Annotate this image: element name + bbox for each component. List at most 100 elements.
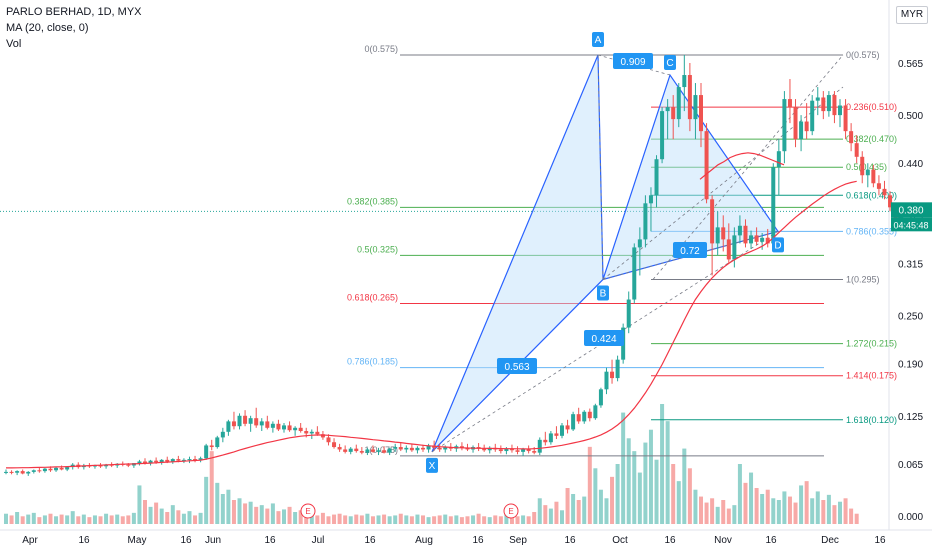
volume-bar [131,512,136,524]
fib-level-label: 0.786(0.185) [347,357,398,367]
candle-body [554,433,559,436]
candle-body [165,459,170,462]
candle-body [487,447,492,451]
candle-body [882,188,887,196]
fib-level-label: 0(0.575) [364,44,398,54]
volume-bar [326,516,331,524]
volume-bar [771,498,776,524]
volume-bar [92,515,97,524]
candle-body [876,183,881,189]
candle-body [198,458,203,460]
svg-text:0.909: 0.909 [620,57,645,68]
x-tick-label: 16 [180,535,192,546]
x-tick-label: Nov [714,535,732,546]
candle-body [888,195,893,208]
volume-bar [337,513,342,524]
ma20-line [6,180,857,469]
volume-bar [582,496,587,524]
volume-bar [476,513,481,524]
candle-body [254,418,259,426]
harmonic-point-C: C [664,55,676,71]
candle-body [209,445,214,448]
candle-body [637,239,642,248]
harmonic-point-B: B [597,285,609,301]
fib-extension-label: 1(0.295) [846,274,880,284]
ma-indicator-label[interactable]: MA (20, close, 0) [6,22,89,34]
volume-bar [815,491,820,524]
fib-extension-label: 1.618(0.120) [846,415,897,425]
candle-body [215,437,220,448]
x-tick-label: Dec [821,535,839,546]
earnings-event-marker [503,503,519,519]
volume-bar [31,512,36,524]
currency-button[interactable]: MYR [896,6,928,24]
candle-body [376,450,381,452]
current-price-badge: 0.380 [891,202,932,218]
fib-extension-label: 0.5(0.435) [846,162,887,172]
candle-body [860,156,865,176]
x-tick-label: 16 [664,535,676,546]
volume-bar [37,517,42,524]
candle-body [26,471,31,474]
volume-bar [209,451,214,524]
earnings-event-marker [300,503,316,519]
volume-bar [231,500,236,524]
candle-body [571,414,576,430]
volume-bar [810,498,815,524]
volume-bar [98,516,103,524]
candle-body [298,427,303,432]
candle-body [693,95,698,120]
volume-bar [9,515,14,524]
candle-body [276,423,281,430]
volume-bar [309,512,314,524]
volume-bar [15,512,20,524]
volume-bar [59,514,64,524]
volume-bar [76,516,81,524]
candle-body [810,100,815,132]
candle-body [421,447,425,450]
candle-body [560,425,564,436]
candle-body [187,459,192,461]
candle-body [354,448,359,452]
x-tick-label: Aug [415,535,433,546]
candle-body [515,450,520,452]
candle-body [204,445,209,459]
candle-body [682,75,687,88]
volume-bar [754,488,759,524]
candle-body [15,471,20,473]
volume-bar [799,485,804,524]
candle-body [704,131,709,200]
volume-bar [387,516,392,524]
y-tick-label: 0.250 [898,312,923,323]
candle-body [193,459,198,461]
candle-body [743,225,748,244]
volume-bar [65,515,70,524]
earnings-event-label: E [508,507,513,516]
fib-level-label: 1(0.075) [364,445,398,455]
candle-body [676,87,681,120]
volume-bar [448,516,453,524]
volume-bar [665,421,670,524]
x-tick-label: 16 [874,535,886,546]
volume-bar [115,514,120,524]
fib-level-label: 0.382(0.385) [347,196,398,206]
harmonic-point-X: X [426,457,438,473]
svg-text:B: B [600,288,607,299]
harmonic-point-A: A [592,31,604,47]
volume-bar [204,476,209,524]
candle-body [4,471,8,473]
svg-text:0.424: 0.424 [591,334,616,345]
volume-bar [854,513,859,524]
volume-bar [254,506,259,524]
candle-body [509,448,514,451]
volume-bar [343,515,348,524]
volume-bar [721,500,726,524]
volume-bar [282,509,286,524]
volume-bar [248,501,253,524]
candle-body [787,99,792,108]
volume-bar [576,500,581,524]
candle-body [587,411,592,419]
volume-bar [548,508,553,524]
volume-indicator-label[interactable]: Vol [6,38,22,50]
